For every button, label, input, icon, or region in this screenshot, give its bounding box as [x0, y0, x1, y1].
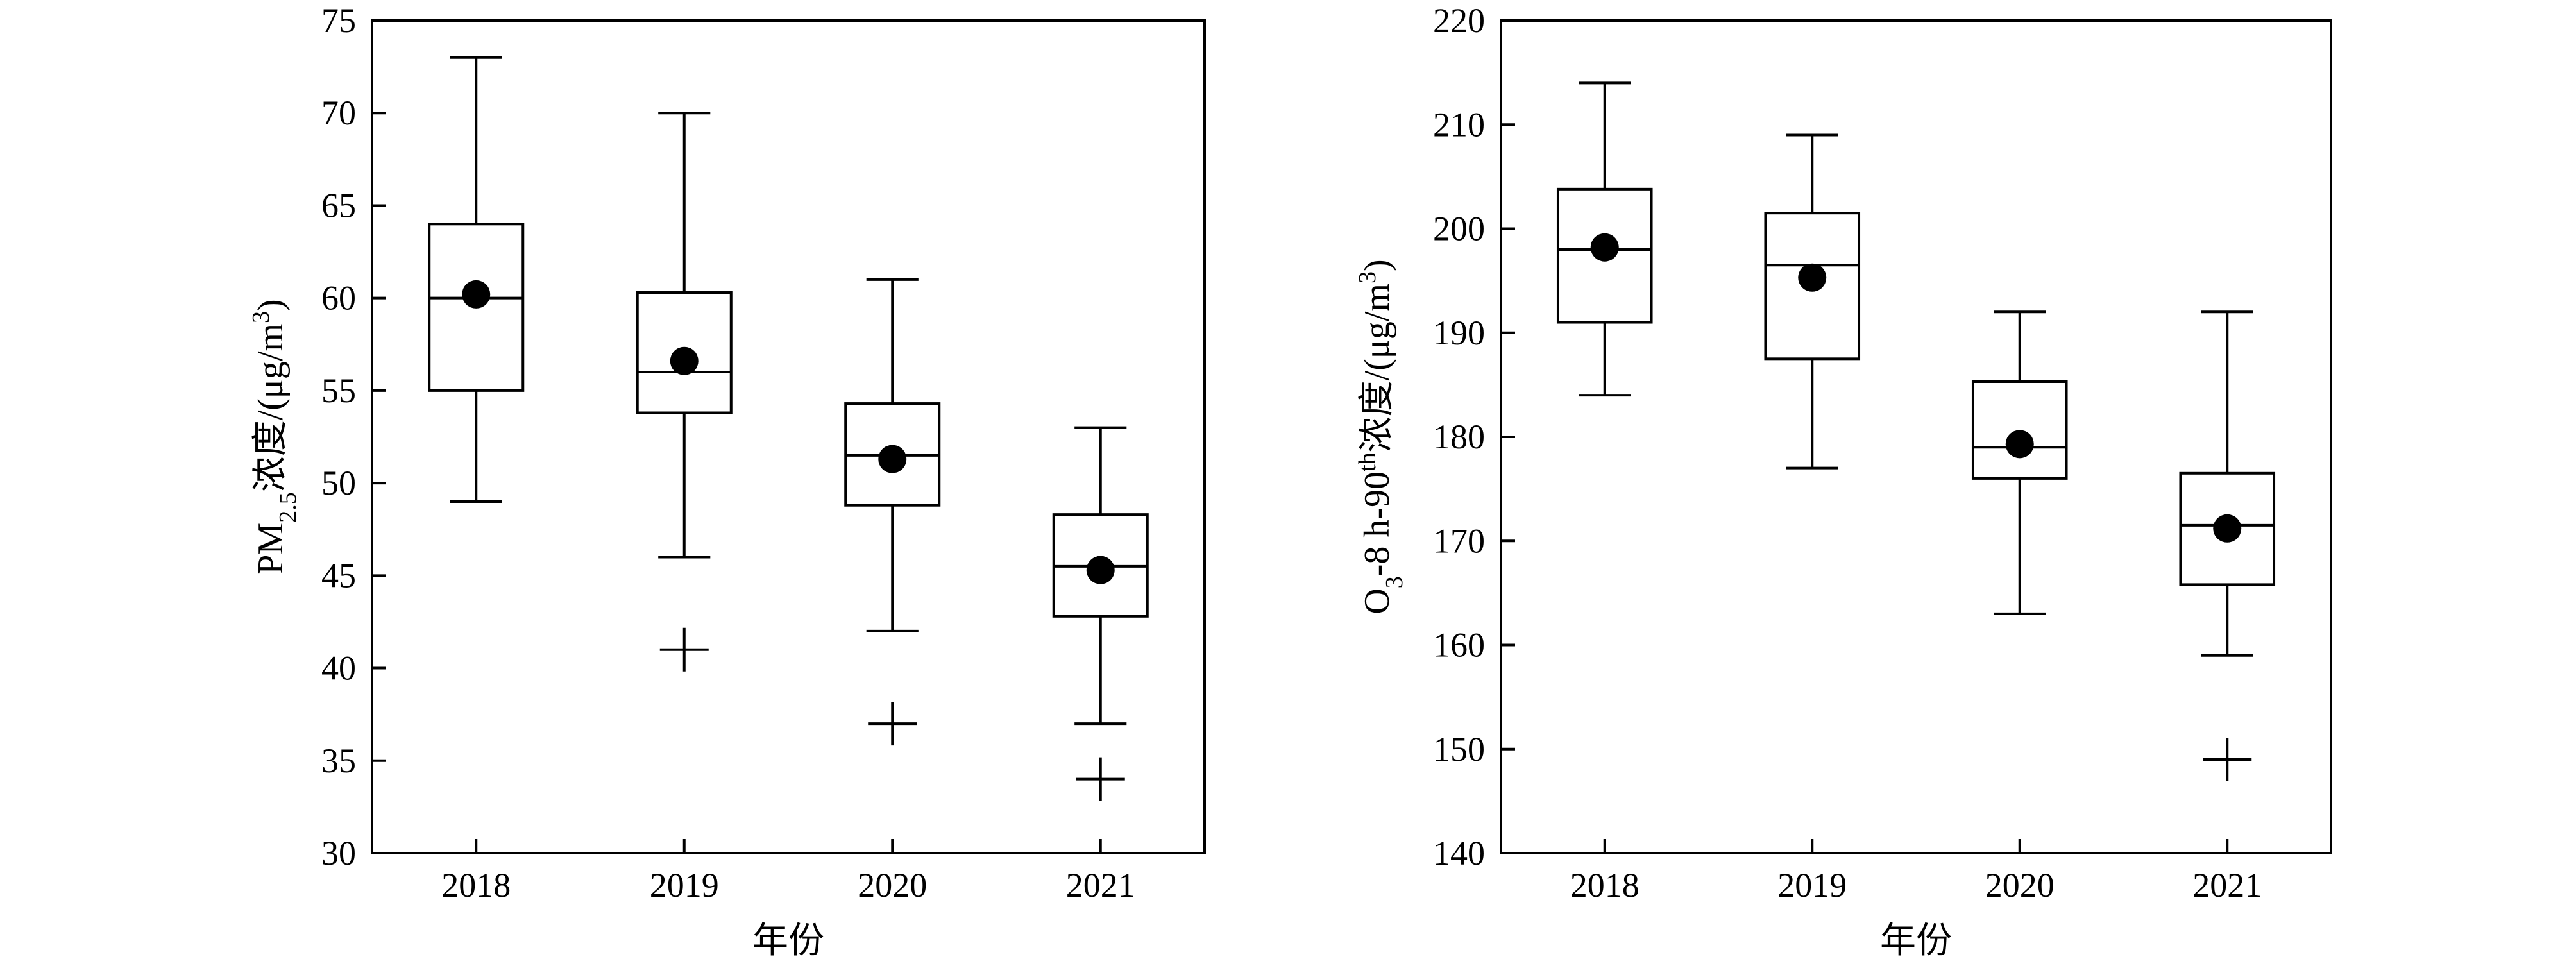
box-2021 — [2179, 310, 2276, 781]
y-tick-label: 75 — [321, 1, 356, 40]
y-tick-label: 70 — [321, 94, 356, 132]
mean-marker — [878, 445, 907, 473]
box-2019 — [636, 112, 733, 672]
x-tick-label: 2021 — [1066, 866, 1135, 904]
y-axis-title: O3-8 h-90th浓度/(μg/m3) — [1354, 259, 1408, 614]
box-2020 — [844, 278, 941, 746]
plot-frame — [371, 19, 1206, 854]
y-tick-label: 190 — [1433, 314, 1485, 352]
y-tick-label: 50 — [321, 464, 356, 502]
o3-boxplot-panel: 140 150 160 170 180 190 200 210 220 2018 2019 2020 2… — [1354, 1, 2332, 959]
box-2021 — [1052, 426, 1149, 801]
outlier-marker — [1076, 757, 1125, 801]
y-tick-label: 140 — [1433, 834, 1485, 872]
y-tick-label: 65 — [321, 186, 356, 225]
x-axis-title: 年份 — [1880, 921, 1952, 959]
y-tick-label: 55 — [321, 371, 356, 410]
y-tick-label: 35 — [321, 742, 356, 780]
y-tick-label: 160 — [1433, 626, 1485, 665]
outlier-marker — [2203, 737, 2252, 781]
mean-marker — [1798, 263, 1827, 292]
y-tick-label: 170 — [1433, 522, 1485, 560]
y-tick-label: 220 — [1433, 1, 1485, 40]
outlier-marker — [868, 702, 917, 746]
y-tick-label: 30 — [321, 834, 356, 872]
x-tick-label: 2020 — [1985, 866, 2055, 904]
mean-marker — [462, 280, 491, 309]
mean-marker — [1086, 556, 1115, 584]
pm25-boxplot-panel: 30 35 40 45 50 55 60 65 70 75 2018 2019 2020 2021 年份 PM… — [248, 1, 1206, 959]
x-tick-label: 2019 — [1777, 866, 1847, 904]
outlier-marker — [659, 627, 709, 672]
y-tick-label: 60 — [321, 279, 356, 318]
mean-marker — [1590, 233, 1619, 262]
box-2018 — [1556, 81, 1653, 397]
y-tick-label: 150 — [1433, 730, 1485, 768]
y-axis-title: PM2.5浓度/(μg/m3) — [248, 299, 301, 574]
y-tick-label: 180 — [1433, 418, 1485, 456]
x-axis-title: 年份 — [752, 921, 824, 959]
plot-frame — [1500, 19, 2332, 854]
box-2020 — [1971, 310, 2068, 615]
y-tick-label: 45 — [321, 556, 356, 595]
y-tick-label: 40 — [321, 649, 356, 688]
x-tick-label: 2019 — [650, 866, 719, 904]
x-tick-label: 2018 — [441, 866, 511, 904]
x-tick-label: 2018 — [1570, 866, 1640, 904]
y-tick-label: 200 — [1433, 210, 1485, 248]
box-2018 — [428, 56, 525, 503]
mean-marker — [2213, 514, 2242, 543]
x-tick-label: 2021 — [2192, 866, 2262, 904]
box-2019 — [1764, 133, 1861, 470]
mean-marker — [670, 346, 699, 375]
mean-marker — [2005, 430, 2034, 459]
x-tick-label: 2020 — [858, 866, 927, 904]
y-tick-label: 210 — [1433, 105, 1485, 144]
